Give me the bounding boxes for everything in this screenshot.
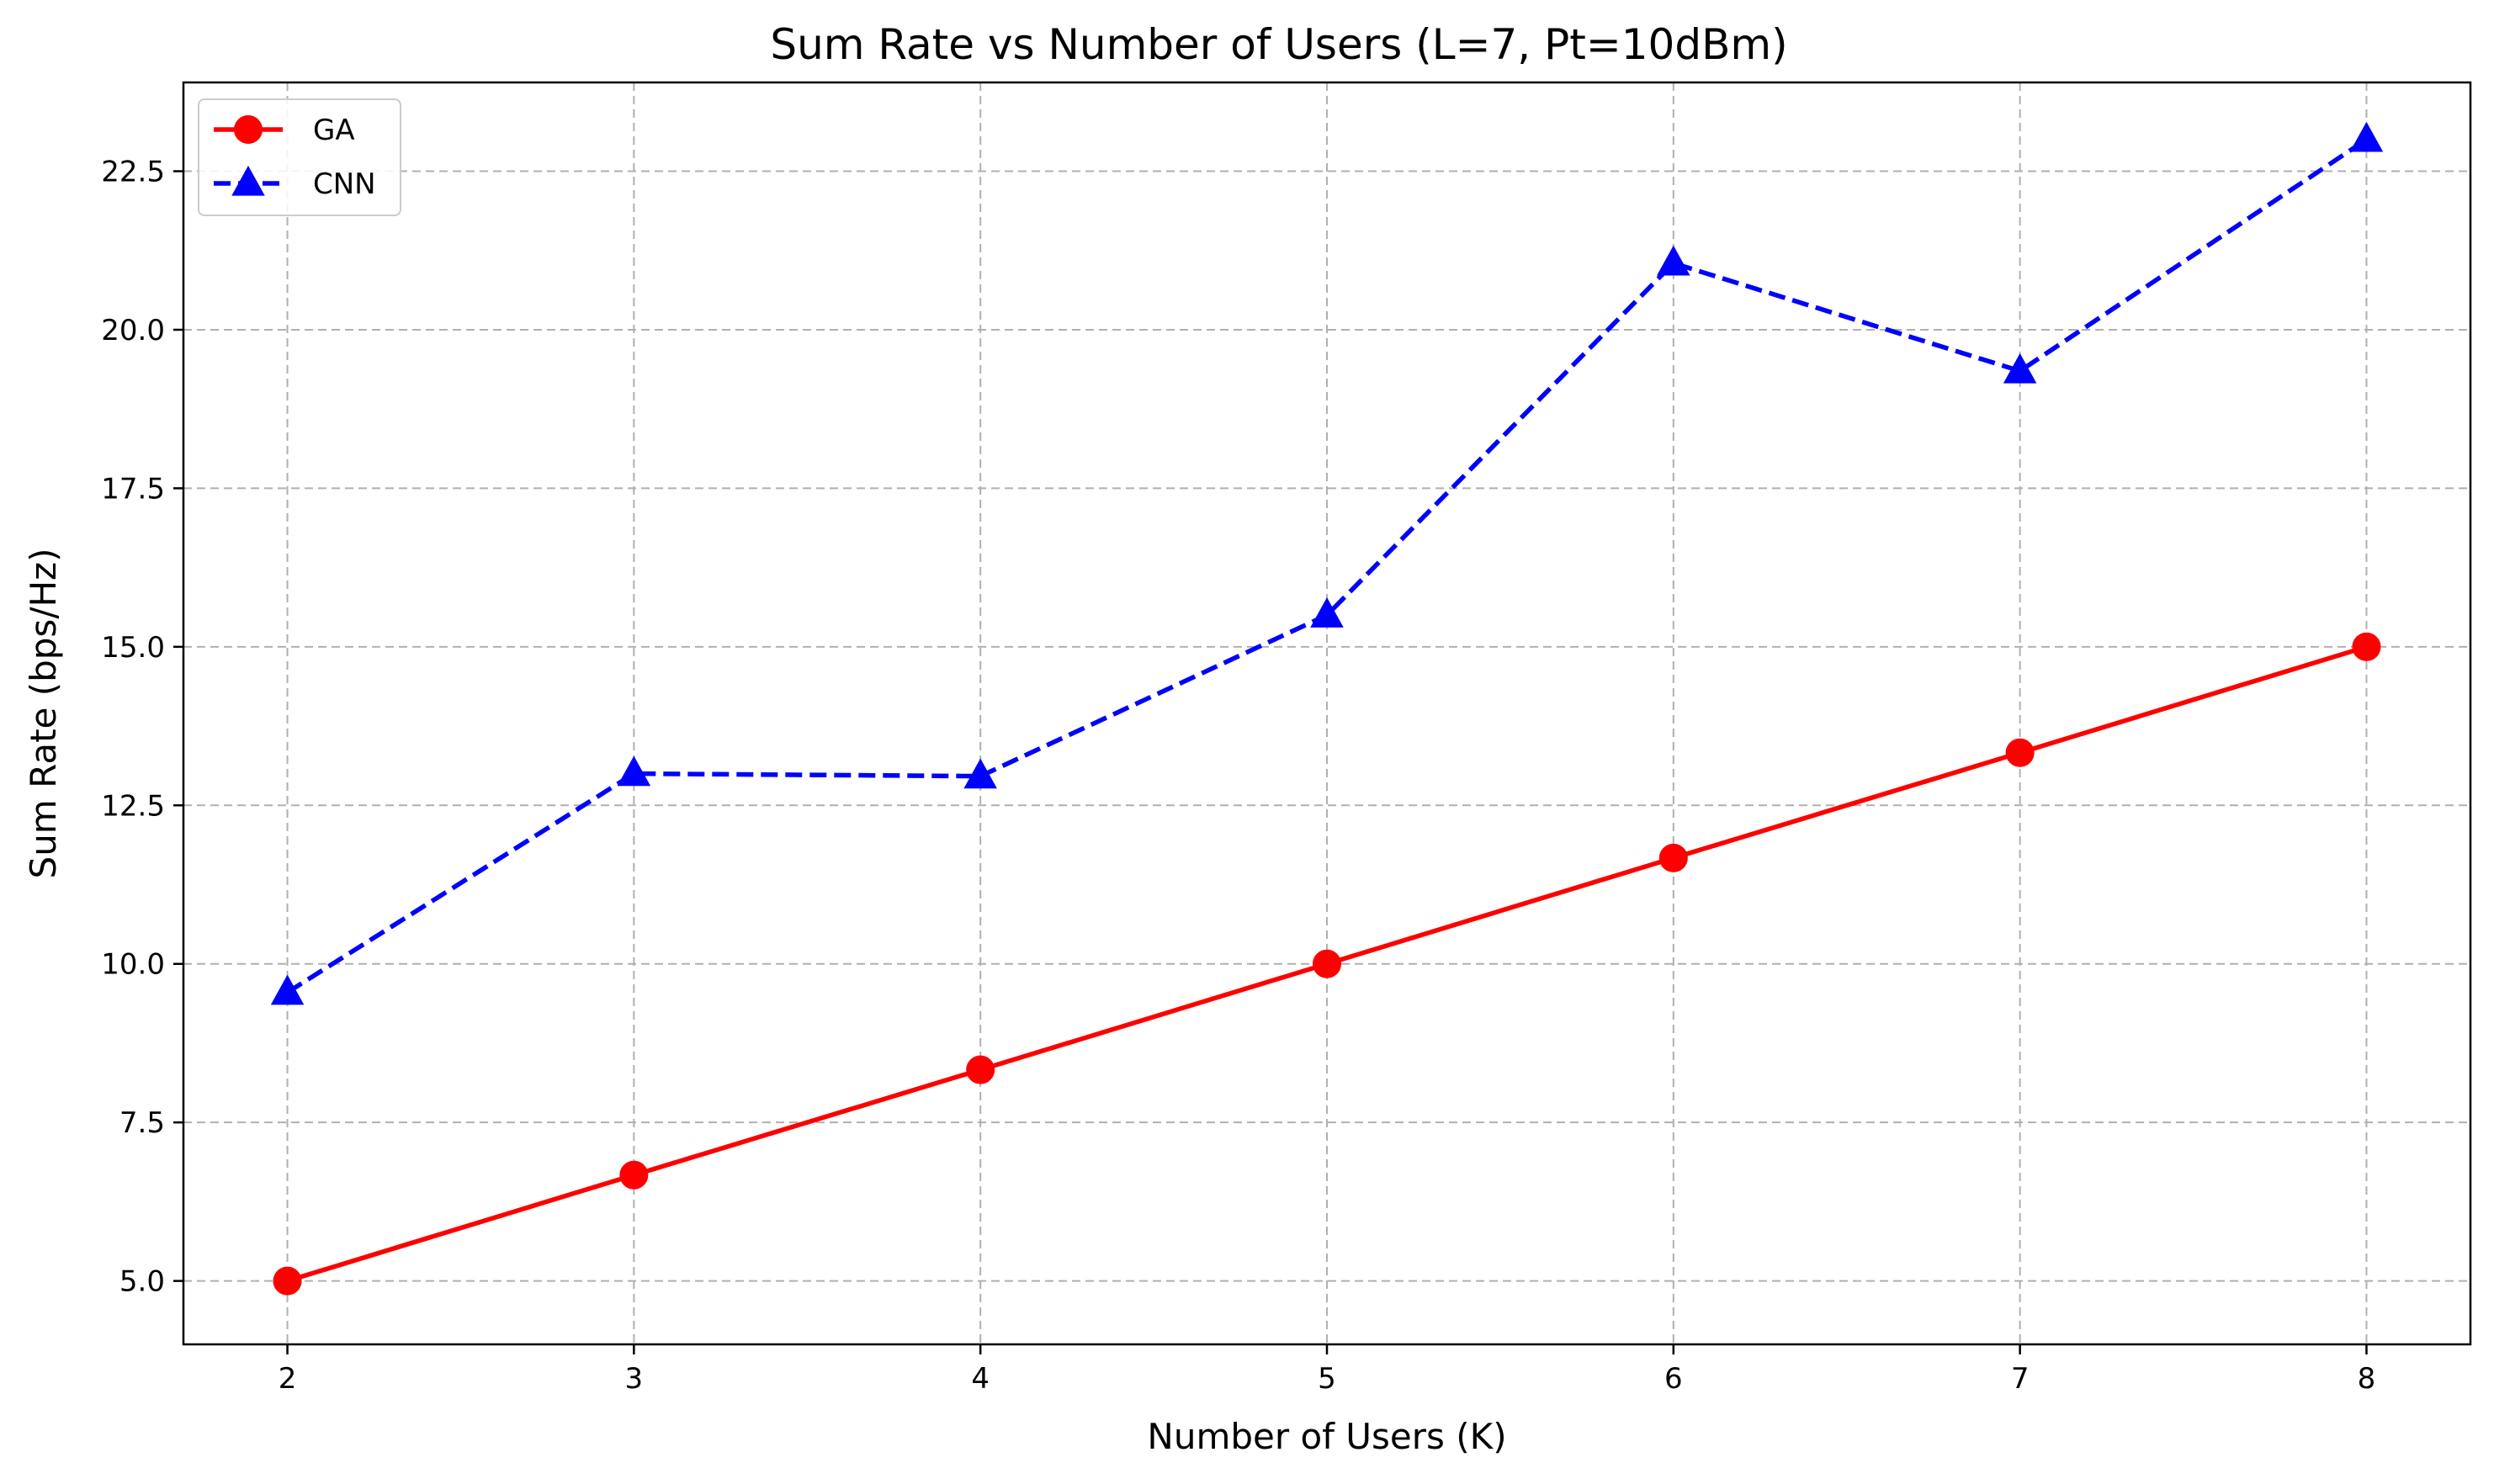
data-point-ga — [2352, 632, 2381, 661]
x-tick-label: 8 — [2358, 1362, 2376, 1396]
data-point-cnn — [963, 758, 997, 789]
y-axis-label: Sum Rate (bps/Hz) — [23, 549, 64, 879]
chart-title: Sum Rate vs Number of Users (L=7, Pt=10d… — [770, 20, 1787, 69]
data-point-ga — [1658, 843, 1688, 872]
legend-item-cnn: CNN — [214, 165, 376, 201]
data-point-cnn — [2349, 121, 2384, 152]
data-point-ga — [1313, 949, 1341, 978]
data-point-cnn — [1310, 597, 1344, 628]
x-tick-label: 2 — [279, 1362, 297, 1396]
y-tick-label: 10.0 — [101, 948, 165, 982]
legend-label: GA — [313, 114, 355, 147]
series-layer — [270, 121, 2384, 1296]
series-ga — [273, 632, 2381, 1296]
legend-label: CNN — [313, 167, 376, 201]
x-tick-label: 5 — [1318, 1362, 1336, 1396]
y-tick-label: 20.0 — [101, 314, 165, 347]
data-point-cnn — [2003, 352, 2037, 384]
legend-marker — [231, 165, 265, 196]
data-point-ga — [966, 1055, 995, 1084]
y-tick-label: 7.5 — [119, 1106, 165, 1140]
data-point-cnn — [617, 755, 651, 787]
data-point-cnn — [1657, 245, 1690, 276]
y-tick-label: 15.0 — [101, 631, 165, 665]
y-tick-label: 22.5 — [101, 156, 165, 189]
legend: GA CNN — [198, 98, 401, 216]
x-tick-label: 4 — [971, 1362, 990, 1396]
y-tick-label: 17.5 — [101, 472, 165, 506]
x-axis-label: Number of Users (K) — [1147, 1416, 1506, 1457]
data-point-ga — [273, 1266, 302, 1296]
data-point-cnn — [270, 974, 305, 1005]
grid-layer — [183, 82, 2470, 1344]
legend-marker — [234, 115, 263, 144]
tick-layer: 2 3 4 5 6 7 8 5.0 7.5 10.0 12.5 15.0 17.5 20.0 22.5 — [101, 156, 2375, 1396]
y-tick-label: 5.0 — [119, 1265, 165, 1299]
data-point-ga — [619, 1160, 649, 1190]
legend-item-ga: GA — [214, 114, 355, 147]
x-tick-label: 6 — [1664, 1362, 1683, 1396]
series-cnn — [270, 121, 2384, 1005]
y-tick-label: 12.5 — [101, 789, 165, 823]
x-tick-label: 7 — [2011, 1362, 2030, 1396]
data-point-ga — [2005, 738, 2035, 767]
x-tick-label: 3 — [625, 1362, 644, 1396]
